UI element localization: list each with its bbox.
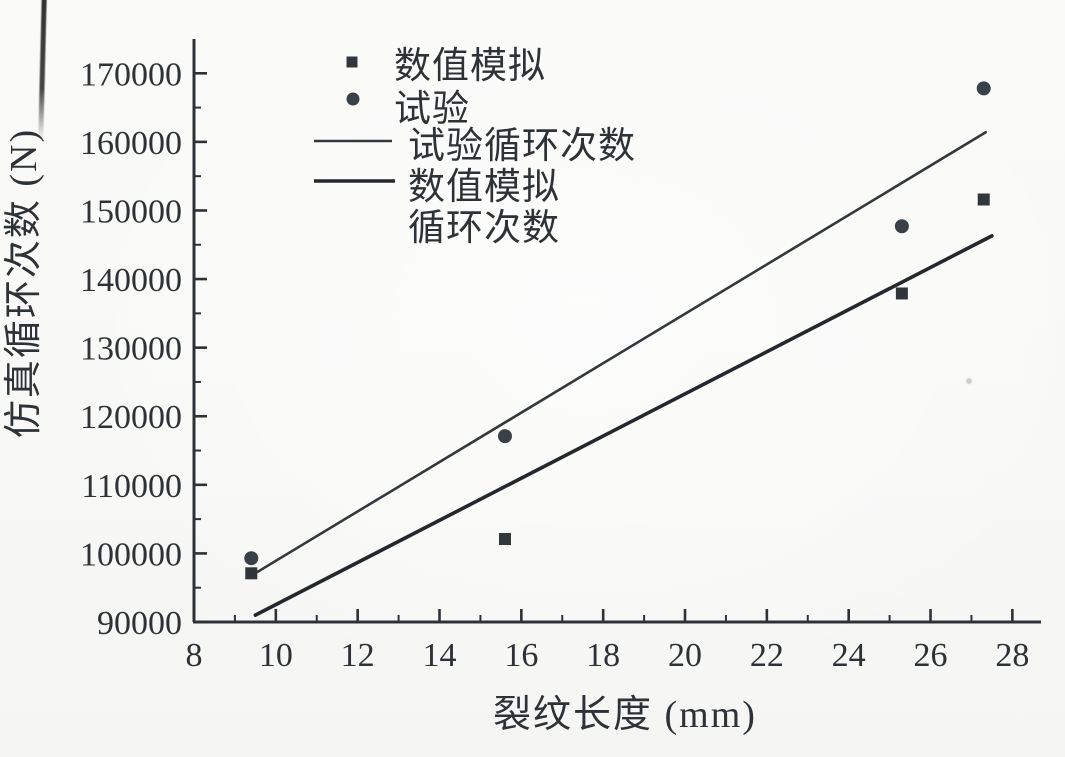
- data-point-square: [498, 533, 511, 546]
- scan-artifact-speck: [966, 378, 972, 384]
- x-tick-label: 24: [832, 637, 866, 674]
- data-point-circle: [244, 551, 259, 566]
- fit-line-数值模拟循环次数: [253, 234, 994, 617]
- data-point-square: [977, 193, 990, 206]
- y-tick-label: 100000: [80, 536, 182, 573]
- legend-label-test-line: 试验循环次数: [408, 125, 636, 167]
- data-point-square: [245, 567, 258, 580]
- y-tick-label: 140000: [80, 262, 182, 299]
- x-tick-label: 20: [668, 637, 702, 674]
- x-tick-label: 22: [750, 637, 784, 674]
- y-tick-label: 170000: [80, 56, 182, 93]
- x-axis-title: 裂纹长度 (mm): [493, 694, 757, 736]
- axes: 8 10 12 14 16 18 20 22 24 26 28 90000 100000 110000 12…: [3, 39, 1041, 736]
- data-point-square: [895, 287, 908, 300]
- y-tick-label: 160000: [80, 125, 182, 162]
- series: [244, 81, 994, 617]
- legend-label-test-points: 试验: [394, 88, 470, 130]
- legend-label-sim-points: 数值模拟: [394, 45, 546, 87]
- y-tick-label: 150000: [80, 193, 182, 230]
- y-axis-title: 仿真循环次数 (N): [3, 128, 45, 438]
- legend-label-sim-line-wrap: 循环次数: [408, 207, 560, 249]
- legend-square-marker: [346, 56, 358, 68]
- x-tick-label: 8: [186, 637, 203, 674]
- fit-line-试验循环次数: [256, 130, 988, 574]
- x-tick-label: 12: [341, 637, 375, 674]
- legend-label-sim-line: 数值模拟: [408, 166, 560, 208]
- x-tick-label: 14: [423, 637, 457, 674]
- x-tick-label: 28: [995, 637, 1029, 674]
- data-point-circle: [894, 219, 909, 234]
- y-tick-label: 110000: [81, 468, 182, 505]
- x-tick-label: 16: [504, 637, 538, 674]
- data-point-circle: [497, 429, 512, 444]
- y-tick-label: 120000: [80, 399, 182, 436]
- y-tick-label: 130000: [80, 331, 182, 368]
- y-tick-label: 90000: [97, 605, 182, 642]
- x-tick-label: 26: [914, 637, 948, 674]
- legend-circle-marker: [346, 92, 360, 106]
- data-point-circle: [976, 81, 991, 96]
- x-tick-label: 10: [259, 637, 293, 674]
- x-tick-label: 18: [586, 637, 620, 674]
